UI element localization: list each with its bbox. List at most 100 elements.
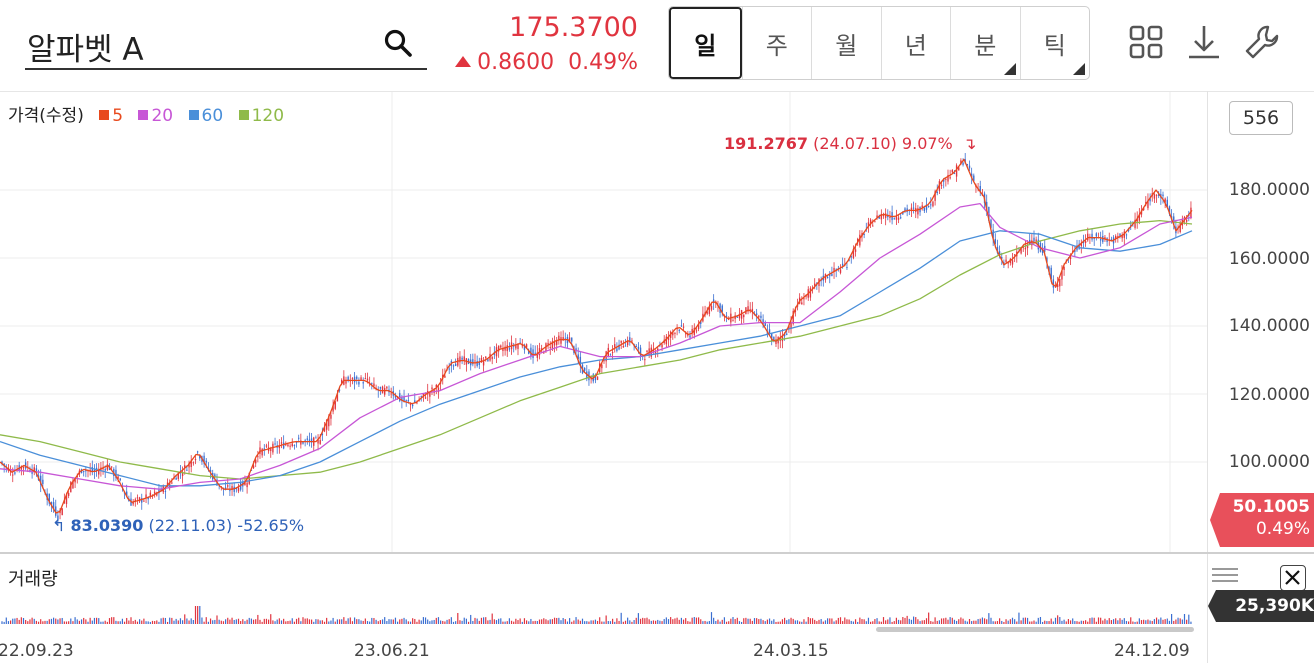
candle bbox=[110, 466, 113, 468]
volume-bar bbox=[917, 619, 919, 624]
volume-bar bbox=[818, 619, 820, 624]
volume-bar bbox=[85, 619, 87, 624]
volume-bar bbox=[59, 618, 61, 624]
volume-bar bbox=[992, 621, 994, 624]
volume-bar bbox=[923, 620, 925, 624]
tab-month[interactable]: 월 bbox=[811, 7, 881, 79]
volume-bar bbox=[298, 617, 300, 624]
tab-year[interactable]: 년 bbox=[880, 7, 951, 79]
candle bbox=[517, 344, 519, 349]
candle bbox=[444, 375, 446, 378]
volume-bar bbox=[261, 621, 263, 624]
volume-bar bbox=[209, 618, 212, 624]
volume-bar bbox=[478, 620, 480, 624]
candle bbox=[414, 400, 416, 404]
candle bbox=[384, 388, 386, 395]
current-value-tag bbox=[1210, 493, 1314, 547]
volume-bar bbox=[747, 618, 749, 624]
volume-bar bbox=[1138, 618, 1140, 624]
candle bbox=[661, 344, 663, 348]
candle bbox=[308, 439, 311, 441]
search-icon[interactable] bbox=[383, 28, 413, 58]
up-arrow-icon: ↰ bbox=[52, 516, 66, 535]
candle bbox=[571, 337, 573, 342]
candle bbox=[1099, 238, 1102, 241]
candle bbox=[143, 500, 145, 502]
volume-bar bbox=[553, 617, 556, 624]
volume-divider[interactable] bbox=[0, 552, 1314, 554]
download-icon[interactable] bbox=[1186, 24, 1222, 60]
candle bbox=[996, 246, 999, 253]
volume-bar bbox=[1179, 618, 1181, 624]
volume-bar bbox=[519, 618, 521, 624]
candle bbox=[693, 327, 695, 335]
volume-bar bbox=[493, 619, 495, 624]
wrench-icon[interactable] bbox=[1244, 24, 1280, 60]
candle bbox=[764, 322, 766, 326]
candle bbox=[556, 340, 558, 345]
volume-bar bbox=[936, 620, 938, 624]
volume-bar bbox=[424, 617, 427, 624]
candle bbox=[420, 396, 422, 398]
tab-label: 일 bbox=[694, 31, 717, 60]
volume-bar bbox=[242, 619, 244, 624]
volume-bar bbox=[1046, 621, 1048, 624]
candle bbox=[149, 492, 152, 497]
candle bbox=[674, 332, 676, 334]
candle bbox=[67, 492, 70, 496]
candle bbox=[278, 445, 281, 449]
volume-bar bbox=[373, 618, 375, 624]
volume-bar bbox=[500, 618, 502, 624]
volume-bar bbox=[33, 618, 35, 624]
menu-icon[interactable] bbox=[1211, 566, 1239, 584]
volume-bar bbox=[872, 621, 874, 624]
volume-bar bbox=[283, 618, 285, 624]
volume-bar bbox=[313, 621, 315, 624]
volume-bar bbox=[72, 621, 74, 624]
candle bbox=[760, 315, 762, 318]
candle bbox=[336, 394, 339, 402]
tab-tick[interactable]: 틱 bbox=[1019, 7, 1090, 79]
chart-scrollbar[interactable] bbox=[876, 627, 1194, 632]
candle bbox=[435, 384, 437, 389]
volume-bar bbox=[953, 619, 956, 624]
price-chart[interactable] bbox=[0, 92, 1207, 552]
volume-bar bbox=[603, 621, 605, 624]
tab-minute[interactable]: 분 bbox=[950, 7, 1020, 79]
volume-bar bbox=[76, 619, 78, 624]
header-divider bbox=[0, 91, 1314, 92]
volume-bar bbox=[246, 619, 248, 624]
volume-bar bbox=[738, 621, 741, 624]
volume-bar bbox=[575, 617, 577, 624]
volume-bar bbox=[1087, 621, 1089, 624]
volume-bar bbox=[252, 619, 255, 624]
volume-bar bbox=[870, 621, 872, 624]
volume-bar bbox=[390, 619, 392, 624]
candle bbox=[1136, 218, 1138, 222]
candle bbox=[287, 444, 289, 447]
candle bbox=[895, 216, 898, 220]
candle bbox=[379, 386, 382, 389]
candle bbox=[680, 325, 683, 327]
tab-label: 틱 bbox=[1043, 31, 1066, 60]
volume-bar bbox=[25, 619, 27, 624]
volume-bar bbox=[10, 620, 12, 624]
visible-count-button[interactable]: 556 bbox=[1229, 101, 1293, 135]
volume-bar bbox=[457, 612, 459, 624]
candle bbox=[42, 479, 44, 485]
volume-bar bbox=[272, 620, 274, 624]
candle bbox=[736, 316, 738, 318]
candle bbox=[814, 283, 816, 286]
volume-bar bbox=[265, 618, 268, 624]
candle bbox=[850, 256, 852, 258]
candle bbox=[214, 474, 216, 477]
volume-bar bbox=[687, 621, 689, 624]
close-volume-button[interactable] bbox=[1280, 565, 1306, 591]
candle bbox=[706, 311, 708, 314]
grid-icon[interactable] bbox=[1128, 24, 1164, 60]
volume-bar bbox=[326, 617, 328, 624]
tab-day[interactable]: 일 bbox=[669, 7, 742, 79]
stock-search-field[interactable]: 알파벳 A bbox=[25, 10, 427, 70]
candle bbox=[184, 465, 186, 468]
tab-week[interactable]: 주 bbox=[741, 7, 812, 79]
